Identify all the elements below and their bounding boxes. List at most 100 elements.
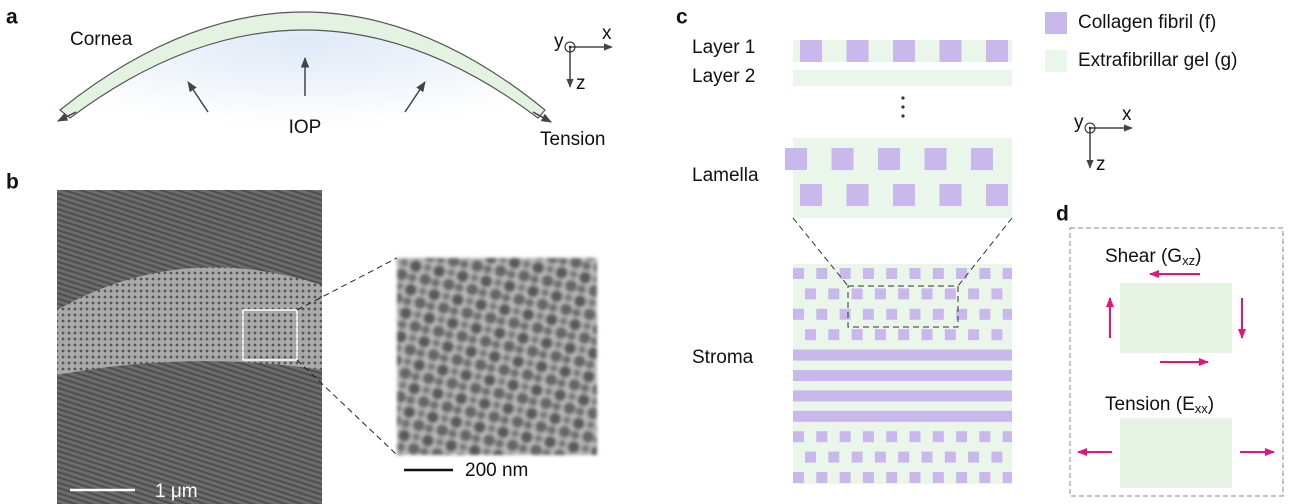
text: ) <box>1208 394 1214 415</box>
fibril <box>878 148 900 170</box>
axis-glyph: y x z <box>554 23 612 94</box>
fibril <box>933 431 944 442</box>
fibril <box>785 148 807 170</box>
gel <box>793 70 1012 86</box>
fibril <box>793 309 804 320</box>
fibril <box>886 309 897 320</box>
fibril <box>979 472 990 483</box>
panel-label: b <box>6 171 19 194</box>
fibril <box>840 309 851 320</box>
fibril <box>793 472 804 483</box>
fibril <box>898 329 909 340</box>
tension-d-label: Tension (Exx) <box>1105 394 1214 416</box>
lamella-label: Lamella <box>692 165 759 186</box>
fibril <box>898 288 909 299</box>
fibril <box>991 288 1002 299</box>
fibril <box>956 472 967 483</box>
fibril <box>886 268 897 279</box>
panel-label: d <box>1056 203 1069 226</box>
shear-label: Shear (Gxz) <box>1105 246 1201 268</box>
fibril <box>828 288 839 299</box>
micrograph-inset <box>397 258 597 455</box>
axis-label: z <box>1096 154 1106 175</box>
fibril <box>922 288 933 299</box>
cornea-label: Cornea <box>70 29 133 50</box>
axis-label: y <box>554 31 564 52</box>
fibril <box>910 472 921 483</box>
fibril <box>933 309 944 320</box>
fibril <box>793 390 1012 401</box>
text: Tension (E <box>1105 394 1195 415</box>
panel-label: c <box>676 6 688 29</box>
fibril <box>863 472 874 483</box>
fibril <box>968 288 979 299</box>
fibril <box>805 452 816 463</box>
fibril <box>793 411 1012 422</box>
fibril <box>945 288 956 299</box>
tension-label: Tension <box>540 129 606 150</box>
axis-label: z <box>576 73 586 94</box>
legend-swatch <box>1045 50 1067 72</box>
element <box>1120 283 1232 353</box>
fibril <box>886 431 897 442</box>
ellipsis-dot <box>901 114 904 117</box>
fibril <box>940 184 962 206</box>
figure: a Cornea IOP Tension yxz b 1 μm 200 nm c… <box>0 0 1292 504</box>
fibril <box>945 452 956 463</box>
fibril <box>1003 309 1012 320</box>
fibril <box>840 431 851 442</box>
fibril <box>979 309 990 320</box>
fibril <box>852 329 863 340</box>
fibril <box>816 268 827 279</box>
axis-label: y <box>1074 112 1084 133</box>
fibril <box>1003 431 1012 442</box>
fibril <box>991 329 1002 340</box>
fibril <box>805 329 816 340</box>
fibril <box>793 268 804 279</box>
fibril <box>793 431 804 442</box>
fibril <box>828 452 839 463</box>
fibril <box>852 452 863 463</box>
fibril <box>910 431 921 442</box>
fibril <box>800 184 822 206</box>
layer-label: Layer 2 <box>692 66 755 87</box>
fibril <box>816 472 827 483</box>
subscript: xx <box>1195 401 1209 416</box>
fibril <box>793 370 1012 381</box>
fibril <box>968 452 979 463</box>
ellipsis-dot <box>901 105 904 108</box>
fibril <box>991 452 1002 463</box>
fibril <box>800 40 822 62</box>
fibril <box>910 309 921 320</box>
fibril <box>945 329 956 340</box>
subscript: xz <box>1182 253 1195 268</box>
fibril <box>875 288 886 299</box>
fibril <box>986 184 1008 206</box>
fibril <box>933 268 944 279</box>
fibril <box>925 148 947 170</box>
fibril <box>847 184 869 206</box>
fibril <box>886 472 897 483</box>
fibril <box>933 472 944 483</box>
fibril <box>979 268 990 279</box>
fibril <box>956 431 967 442</box>
fibril <box>971 148 993 170</box>
element <box>1120 418 1232 488</box>
panel-label: a <box>6 6 18 29</box>
fibril <box>840 268 851 279</box>
fibril <box>847 40 869 62</box>
fibril <box>863 431 874 442</box>
legend-label: Extrafibrillar gel (g) <box>1078 50 1237 71</box>
fibril <box>1003 268 1012 279</box>
text: Shear (G <box>1105 246 1182 267</box>
fibril <box>863 309 874 320</box>
text: ) <box>1195 246 1201 267</box>
axis-label: x <box>602 23 612 44</box>
fibril <box>968 329 979 340</box>
legend-swatch <box>1045 12 1067 34</box>
fibril <box>805 288 816 299</box>
scale-label: 1 μm <box>155 481 198 502</box>
fibril <box>875 452 886 463</box>
fibril <box>893 184 915 206</box>
fibril <box>828 329 839 340</box>
